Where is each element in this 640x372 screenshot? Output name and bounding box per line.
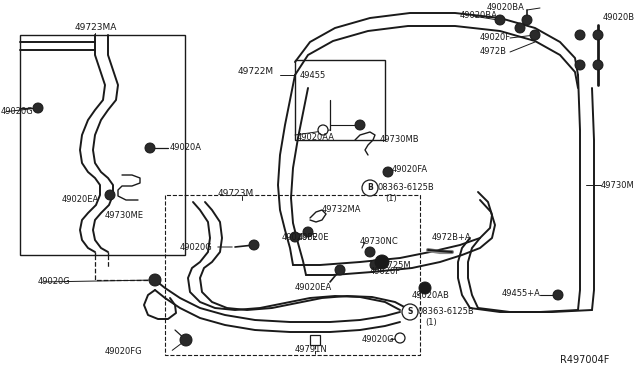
Text: 49723M: 49723M (218, 189, 254, 198)
Circle shape (149, 274, 161, 286)
Circle shape (402, 304, 418, 320)
Circle shape (180, 334, 192, 346)
Circle shape (522, 15, 532, 25)
Text: 49730M: 49730M (601, 180, 635, 189)
Text: 49020EA: 49020EA (295, 282, 332, 292)
Text: 49020BA: 49020BA (487, 3, 525, 13)
Circle shape (303, 227, 313, 237)
Circle shape (419, 282, 431, 294)
Text: 49020EA: 49020EA (62, 196, 99, 205)
Circle shape (495, 15, 505, 25)
Circle shape (105, 190, 115, 200)
Text: S: S (407, 308, 413, 317)
Circle shape (375, 255, 389, 269)
Text: 4972B+A: 4972B+A (432, 234, 472, 243)
Text: 49020AA: 49020AA (297, 134, 335, 142)
Circle shape (318, 125, 328, 135)
Text: 49020F: 49020F (480, 33, 511, 42)
Circle shape (395, 333, 405, 343)
Circle shape (145, 143, 155, 153)
Text: 49455+A: 49455+A (502, 289, 541, 298)
Circle shape (249, 240, 259, 250)
Circle shape (593, 30, 603, 40)
Text: 49020FG: 49020FG (105, 347, 143, 356)
Text: 49020BA: 49020BA (460, 10, 498, 19)
Bar (310, 335, 320, 345)
Text: 49730MB: 49730MB (380, 135, 420, 144)
Text: 49732MA: 49732MA (322, 205, 362, 215)
Text: 49020G: 49020G (362, 336, 395, 344)
Circle shape (33, 103, 43, 113)
Circle shape (575, 60, 585, 70)
Circle shape (365, 247, 375, 257)
Text: 49791N: 49791N (295, 346, 328, 355)
Circle shape (515, 23, 525, 33)
Text: 49020G: 49020G (1, 108, 34, 116)
Text: 49020G: 49020G (38, 278, 71, 286)
Text: 49020AB: 49020AB (412, 291, 450, 299)
Text: 49725M: 49725M (378, 260, 412, 269)
Text: 49020G: 49020G (180, 243, 212, 251)
Circle shape (593, 60, 603, 70)
Text: 49020E: 49020E (298, 232, 330, 241)
Text: 4972B: 4972B (480, 48, 507, 57)
Circle shape (355, 120, 365, 130)
Text: (1): (1) (385, 193, 397, 202)
Circle shape (383, 167, 393, 177)
Text: R497004F: R497004F (560, 355, 609, 365)
Text: 49730ME: 49730ME (105, 211, 144, 219)
Text: 49722M: 49722M (238, 67, 274, 77)
Text: 49020FE: 49020FE (282, 234, 318, 243)
Circle shape (575, 30, 585, 40)
Text: 49020B: 49020B (603, 13, 635, 22)
Text: 49455: 49455 (300, 71, 326, 80)
Circle shape (530, 30, 540, 40)
Circle shape (362, 180, 378, 196)
Text: 08363-6125B: 08363-6125B (418, 308, 475, 317)
Text: 49730NC: 49730NC (360, 237, 399, 247)
Circle shape (290, 232, 300, 242)
Circle shape (335, 265, 345, 275)
Text: (1): (1) (425, 317, 436, 327)
Text: 08363-6125B: 08363-6125B (378, 183, 435, 192)
Text: 49723MA: 49723MA (75, 23, 117, 32)
Bar (20, 35, 185, 255)
Text: B: B (367, 183, 373, 192)
Circle shape (553, 290, 563, 300)
Text: 49020A: 49020A (170, 144, 202, 153)
Circle shape (370, 260, 380, 270)
Text: 49020FA: 49020FA (392, 166, 428, 174)
Bar (295, 60, 385, 140)
Text: 49020F: 49020F (370, 267, 401, 276)
